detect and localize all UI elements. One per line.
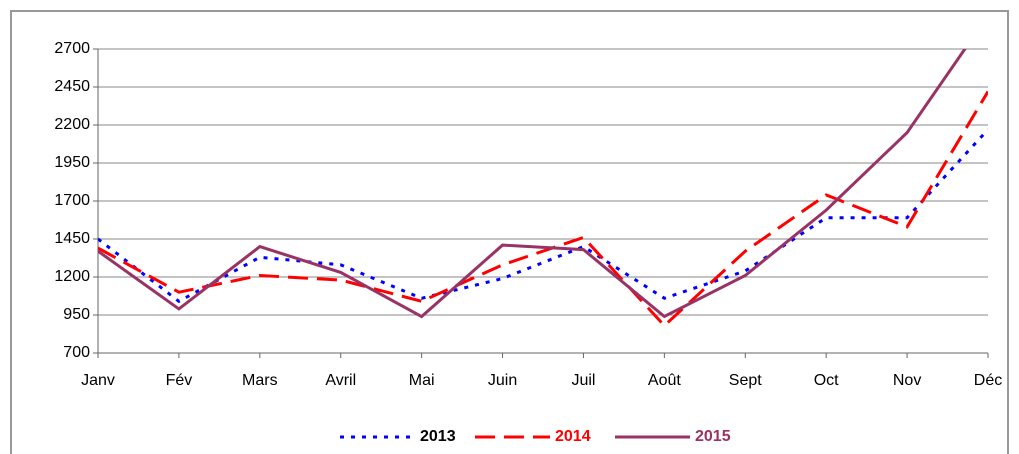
x-tick-label: Oct (814, 372, 839, 389)
series-line (98, 49, 967, 319)
y-tick-label: 2200 (54, 116, 90, 133)
x-tick-label: Déc (974, 372, 1002, 389)
legend-label: 2015 (695, 428, 731, 445)
x-tick-label: Sept (729, 372, 762, 389)
x-tick-label: Mai (409, 372, 435, 389)
y-tick-label: 2450 (54, 78, 90, 95)
chart-border (10, 10, 1009, 454)
y-tick-label: 1950 (54, 154, 90, 171)
legend-label: 2014 (555, 428, 591, 445)
x-tick-label: Août (648, 372, 681, 389)
plot-area (98, 49, 988, 328)
x-tick-label: Mars (242, 372, 278, 389)
y-tick-label: 1700 (54, 192, 90, 209)
x-tick-label: Juin (488, 372, 517, 389)
legend-label: 2013 (420, 428, 456, 445)
x-tick-label: Avril (325, 372, 356, 389)
series-line (98, 128, 988, 304)
y-tick-label: 1200 (54, 268, 90, 285)
x-tick-label: Nov (893, 372, 921, 389)
series-line (98, 90, 988, 328)
y-tick-label: 1450 (54, 230, 90, 247)
y-tick-label: 950 (63, 306, 90, 323)
x-tick-label: Juil (571, 372, 595, 389)
y-tick-label: 2700 (54, 40, 90, 57)
x-tick-label: Fév (166, 372, 193, 389)
x-tick-label: Janv (81, 372, 115, 389)
y-tick-label: 700 (63, 344, 90, 361)
